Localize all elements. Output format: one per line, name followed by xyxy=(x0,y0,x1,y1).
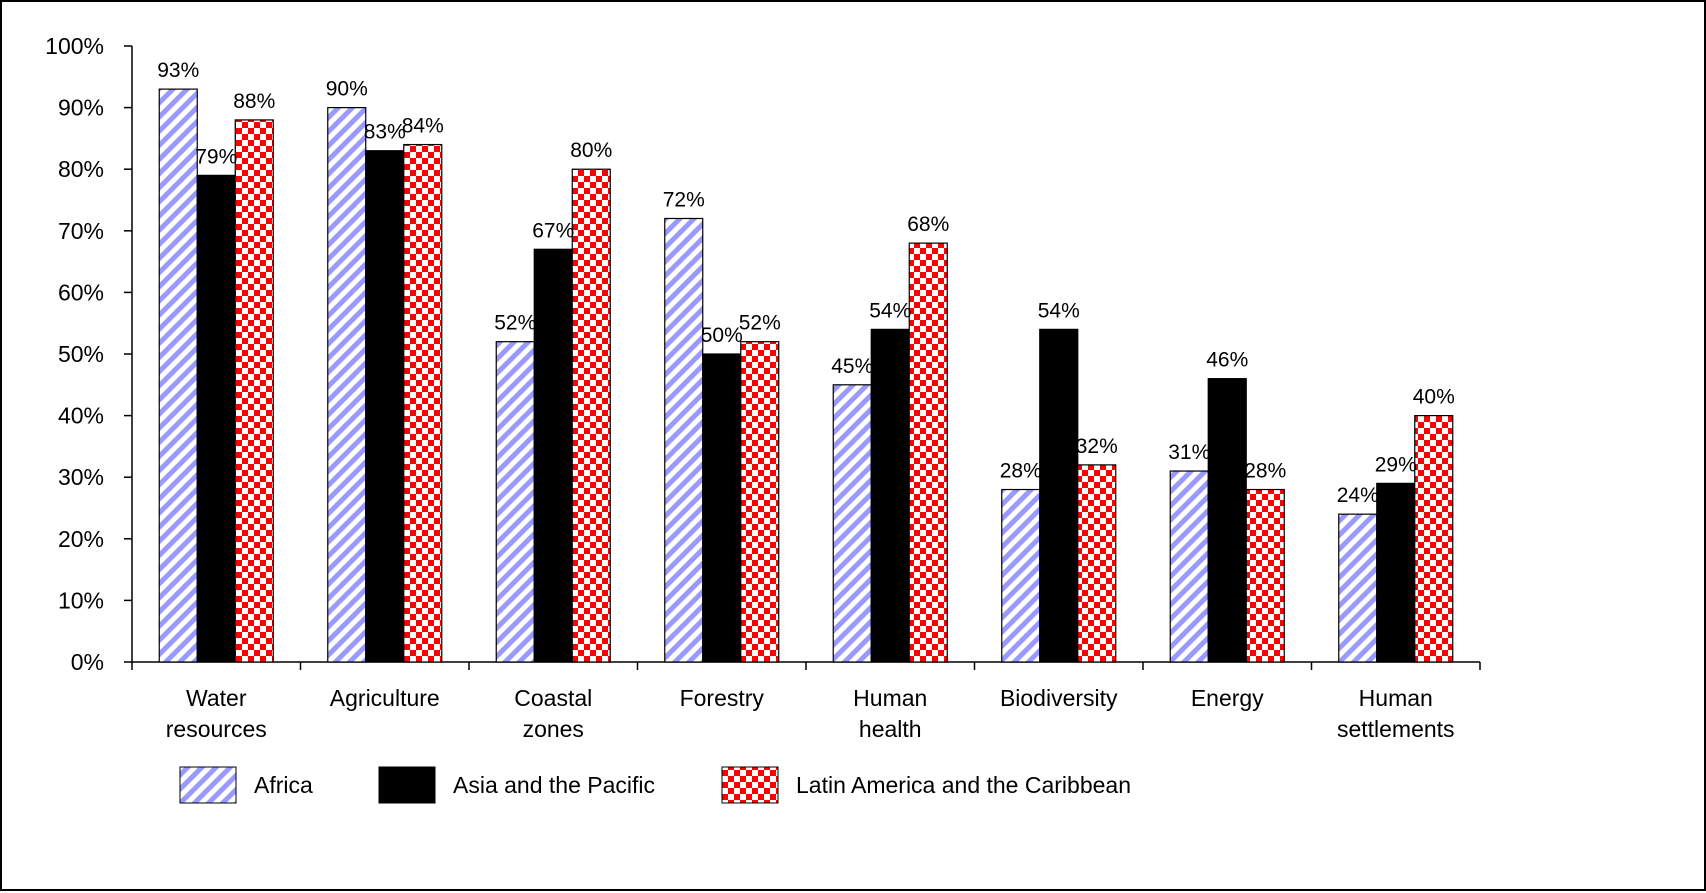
bar xyxy=(870,328,910,663)
bar xyxy=(832,384,872,663)
data-label: 28% xyxy=(1000,460,1042,483)
data-label: 90% xyxy=(326,78,368,101)
y-tick-label: 70% xyxy=(58,218,104,244)
data-label: 29% xyxy=(1375,453,1417,476)
data-label: 45% xyxy=(831,355,873,378)
bar xyxy=(327,106,367,663)
x-category-label: Coastal zones xyxy=(514,685,592,742)
bar xyxy=(533,248,573,663)
y-tick-label: 40% xyxy=(58,403,104,429)
data-label: 80% xyxy=(570,139,612,162)
data-label: 52% xyxy=(739,312,781,335)
bar xyxy=(702,353,742,663)
data-label: 67% xyxy=(532,219,574,242)
bar xyxy=(571,168,611,663)
bar xyxy=(1077,464,1117,663)
bar xyxy=(740,341,780,663)
bar xyxy=(1039,328,1079,663)
legend-swatch xyxy=(378,766,436,804)
data-label: 40% xyxy=(1413,386,1455,409)
bar xyxy=(495,341,535,663)
data-label: 50% xyxy=(701,324,743,347)
data-label: 24% xyxy=(1337,484,1379,507)
bar xyxy=(158,88,198,663)
data-label: 54% xyxy=(1038,299,1080,322)
legend-swatch xyxy=(179,766,237,804)
y-tick-label: 80% xyxy=(58,156,104,182)
data-label: 79% xyxy=(195,145,237,168)
y-tick-label: 60% xyxy=(58,279,104,305)
chart-bars xyxy=(158,88,1454,663)
data-label: 52% xyxy=(494,312,536,335)
data-label: 46% xyxy=(1206,349,1248,372)
chart-legend: Africa Asia and the Pacific Latin America … xyxy=(179,766,1131,804)
data-label: 68% xyxy=(907,213,949,236)
bar xyxy=(1001,488,1041,663)
x-category-label: Water resources xyxy=(166,685,267,742)
data-label: 88% xyxy=(233,90,275,113)
legend-label: Africa xyxy=(254,772,313,798)
bar xyxy=(234,119,274,663)
data-label: 28% xyxy=(1244,460,1286,483)
y-tick-label: 90% xyxy=(58,95,104,121)
bar xyxy=(1414,415,1454,663)
x-category-label: Biodiversity xyxy=(1000,685,1118,711)
y-tick-label: 30% xyxy=(58,464,104,490)
bar xyxy=(1376,482,1416,663)
legend-label: Asia and the Pacific xyxy=(453,772,655,798)
bar xyxy=(403,143,443,663)
bar xyxy=(1207,378,1247,663)
y-tick-label: 100% xyxy=(45,33,104,59)
data-label: 54% xyxy=(869,299,911,322)
legend-label: Latin America and the Caribbean xyxy=(796,772,1131,798)
bar xyxy=(365,150,405,663)
data-label: 32% xyxy=(1076,435,1118,458)
bar xyxy=(196,174,236,663)
legend-swatch xyxy=(721,766,779,804)
data-label: 31% xyxy=(1168,441,1210,464)
data-label: 84% xyxy=(402,115,444,138)
data-label: 93% xyxy=(157,59,199,82)
bar xyxy=(664,217,704,663)
y-tick-label: 10% xyxy=(58,587,104,613)
x-category-label: Forestry xyxy=(680,685,765,711)
y-tick-label: 20% xyxy=(58,526,104,552)
y-tick-label: 0% xyxy=(71,649,104,675)
bar xyxy=(1338,513,1378,663)
chart-axes: 0% 10% 20% 30% 40% 50% 60% 70% 80% 90% 100% Water re… xyxy=(45,33,1481,742)
x-category-label: Agriculture xyxy=(330,685,440,711)
x-category-label: Energy xyxy=(1191,685,1264,711)
data-label: 83% xyxy=(364,121,406,144)
data-label: 72% xyxy=(663,188,705,211)
bar xyxy=(1169,470,1209,663)
bar xyxy=(908,242,948,663)
bar xyxy=(1245,488,1285,663)
chart-data-labels: 93% 90% 52% 72% 45% 28% 31% 24% 79% 83% 67% 50% 54% 5… xyxy=(157,59,1455,507)
y-tick-label: 50% xyxy=(58,341,104,367)
x-category-label: Human settlements xyxy=(1337,685,1455,742)
x-category-label: Human health xyxy=(853,685,927,742)
